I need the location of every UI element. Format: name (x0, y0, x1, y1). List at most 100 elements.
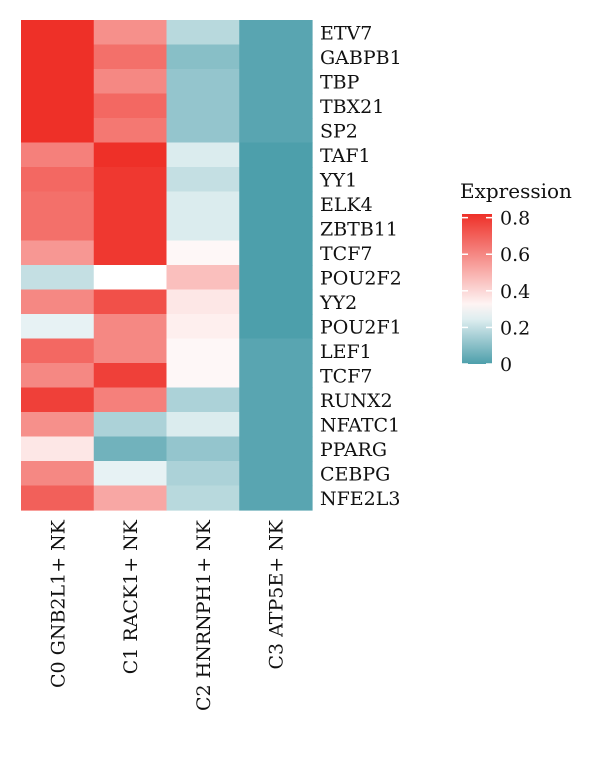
heatmap-cell-r11-c3 (239, 289, 313, 315)
heatmap-cell-r2-c3 (239, 69, 313, 95)
heatmap-cell-r4-c0 (21, 118, 95, 144)
heatmap-cell-r4-c2 (166, 118, 240, 144)
heatmap-cell-r8-c3 (239, 216, 313, 242)
row-label-15-runx2: RUNX2 (320, 390, 393, 412)
heatmap-cell-r16-c0 (21, 412, 95, 438)
column-labels: C0 GNB2L1+ NK C1 RACK1+ NK C2 HNRNPH1+ NK C… (47, 519, 287, 711)
row-label-0-etv7: ETV7 (320, 22, 372, 44)
heatmap-cell-r0-c3 (239, 20, 313, 46)
heatmap-cell-r14-c2 (166, 363, 240, 389)
heatmap-cell-r13-c2 (166, 338, 240, 364)
heatmap-cell-r3-c1 (93, 93, 168, 119)
heatmap-cell-r16-c3 (239, 412, 313, 438)
row-label-11-yy2: YY2 (319, 292, 357, 314)
heatmap-cell-r7-c3 (239, 191, 313, 217)
heatmap-cell-r17-c3 (239, 436, 313, 462)
heatmap-cell-r8-c2 (166, 216, 240, 242)
row-label-13-lef1: LEF1 (320, 341, 372, 363)
heatmap-cell-r11-c1 (93, 289, 168, 315)
legend-tick-label-2: 0.4 (500, 281, 530, 303)
row-label-16-nfatc1: NFATC1 (320, 414, 400, 436)
legend-color-bar (462, 214, 492, 364)
heatmap-cell-r12-c3 (239, 314, 313, 340)
heatmap-cell-r3-c3 (239, 93, 313, 119)
heatmap-cell-r11-c2 (166, 289, 240, 315)
row-label-9-tcf7: TCF7 (320, 243, 372, 265)
heatmap-cell-r14-c3 (239, 363, 313, 389)
heatmap-cell-r15-c0 (21, 387, 95, 413)
heatmap-cell-r16-c2 (166, 412, 240, 438)
heatmap-cell-r19-c0 (21, 485, 95, 511)
heatmap-cell-r15-c2 (166, 387, 240, 413)
heatmap-cell-r0-c0 (21, 20, 95, 46)
heatmap-cell-r12-c2 (166, 314, 240, 340)
legend: Expression 0.8 0.6 0.4 0.2 0 (460, 179, 572, 376)
heatmap-cell-r10-c2 (166, 265, 240, 291)
heatmap-cell-r12-c1 (93, 314, 168, 340)
heatmap-cell-r4-c1 (93, 118, 168, 144)
heatmap-cell-r0-c1 (93, 20, 168, 46)
heatmap-cell-r4-c3 (239, 118, 313, 144)
row-label-12-pou2f1: POU2F1 (320, 316, 402, 338)
row-label-1-gabpb1: GABPB1 (320, 47, 402, 69)
heatmap-cell-r8-c0 (21, 216, 95, 242)
heatmap-cell-r18-c0 (21, 461, 95, 487)
heatmap-cell-r13-c3 (239, 338, 313, 364)
heatmap-cell-r5-c2 (166, 142, 240, 168)
row-label-8-zbtb11: ZBTB11 (320, 218, 398, 240)
heatmap-cell-r6-c1 (93, 167, 168, 193)
row-label-7-elk4: ELK4 (320, 194, 373, 216)
heatmap-cell-r13-c1 (93, 338, 168, 364)
heatmap-cell-r18-c3 (239, 461, 313, 487)
heatmap-cell-r14-c0 (21, 363, 95, 389)
heatmap-cell-r8-c1 (93, 216, 168, 242)
heatmap-cell-r10-c1 (93, 265, 168, 291)
heatmap-cell-r17-c0 (21, 436, 95, 462)
heatmap-cell-r15-c3 (239, 387, 313, 413)
heatmap-cell-r0-c2 (166, 20, 240, 46)
heatmap-cell-r2-c2 (166, 69, 240, 95)
heatmap-cell-r12-c0 (21, 314, 95, 340)
column-label-c3-atp5e-nk: C3 ATP5E+ NK (266, 519, 288, 669)
heatmap-cell-r10-c3 (239, 265, 313, 291)
heatmap-cell-r9-c3 (239, 240, 313, 266)
row-label-19-nfe2l3: NFE2L3 (320, 488, 400, 510)
heatmap-cell-r3-c2 (166, 93, 240, 119)
heatmap-cell-r7-c1 (93, 191, 168, 217)
heatmap-cell-r1-c3 (239, 44, 313, 70)
legend-ticks: 0.8 0.6 0.4 0.2 0 (462, 208, 530, 376)
row-label-10-pou2f2: POU2F2 (320, 267, 402, 289)
heatmap-cell-r1-c0 (21, 44, 95, 70)
heatmap-cell-r18-c2 (166, 461, 240, 487)
heatmap-cell-r9-c1 (93, 240, 168, 266)
heatmap-cell-r7-c2 (166, 191, 240, 217)
legend-tick-label-1: 0.6 (500, 244, 530, 266)
heatmap-cell-r6-c3 (239, 167, 313, 193)
heatmap-cell-r11-c0 (21, 289, 95, 315)
heatmap-cell-r2-c0 (21, 69, 95, 95)
row-label-2-tbp: TBP (320, 71, 360, 93)
heatmap-cell-r17-c1 (93, 436, 168, 462)
row-label-14-tcf7: TCF7 (320, 365, 372, 387)
row-label-17-pparg: PPARG (320, 439, 387, 461)
heatmap-cell-r5-c1 (93, 142, 168, 168)
heatmap-cell-r10-c0 (21, 265, 95, 291)
heatmap-cells (21, 20, 313, 511)
row-label-4-sp2: SP2 (320, 120, 358, 142)
heatmap-cell-r16-c1 (93, 412, 168, 438)
heatmap-cell-r9-c0 (21, 240, 95, 266)
column-label-c2-hnrnph1-nk: C2 HNRNPH1+ NK (193, 519, 215, 711)
row-label-3-tbx21: TBX21 (320, 96, 384, 118)
heatmap-cell-r18-c1 (93, 461, 168, 487)
legend-tick-label-3: 0.2 (500, 317, 530, 339)
heatmap-cell-r14-c1 (93, 363, 168, 389)
row-label-18-cebpg: CEBPG (320, 463, 390, 485)
heatmap-cell-r1-c2 (166, 44, 240, 70)
heatmap-cell-r19-c1 (93, 485, 168, 511)
heatmap-cell-r6-c0 (21, 167, 95, 193)
legend-tick-label-0: 0.8 (500, 208, 530, 230)
heatmap-cell-r19-c2 (166, 485, 240, 511)
heatmap-cell-r5-c3 (239, 142, 313, 168)
heatmap-cell-r1-c1 (93, 44, 168, 70)
